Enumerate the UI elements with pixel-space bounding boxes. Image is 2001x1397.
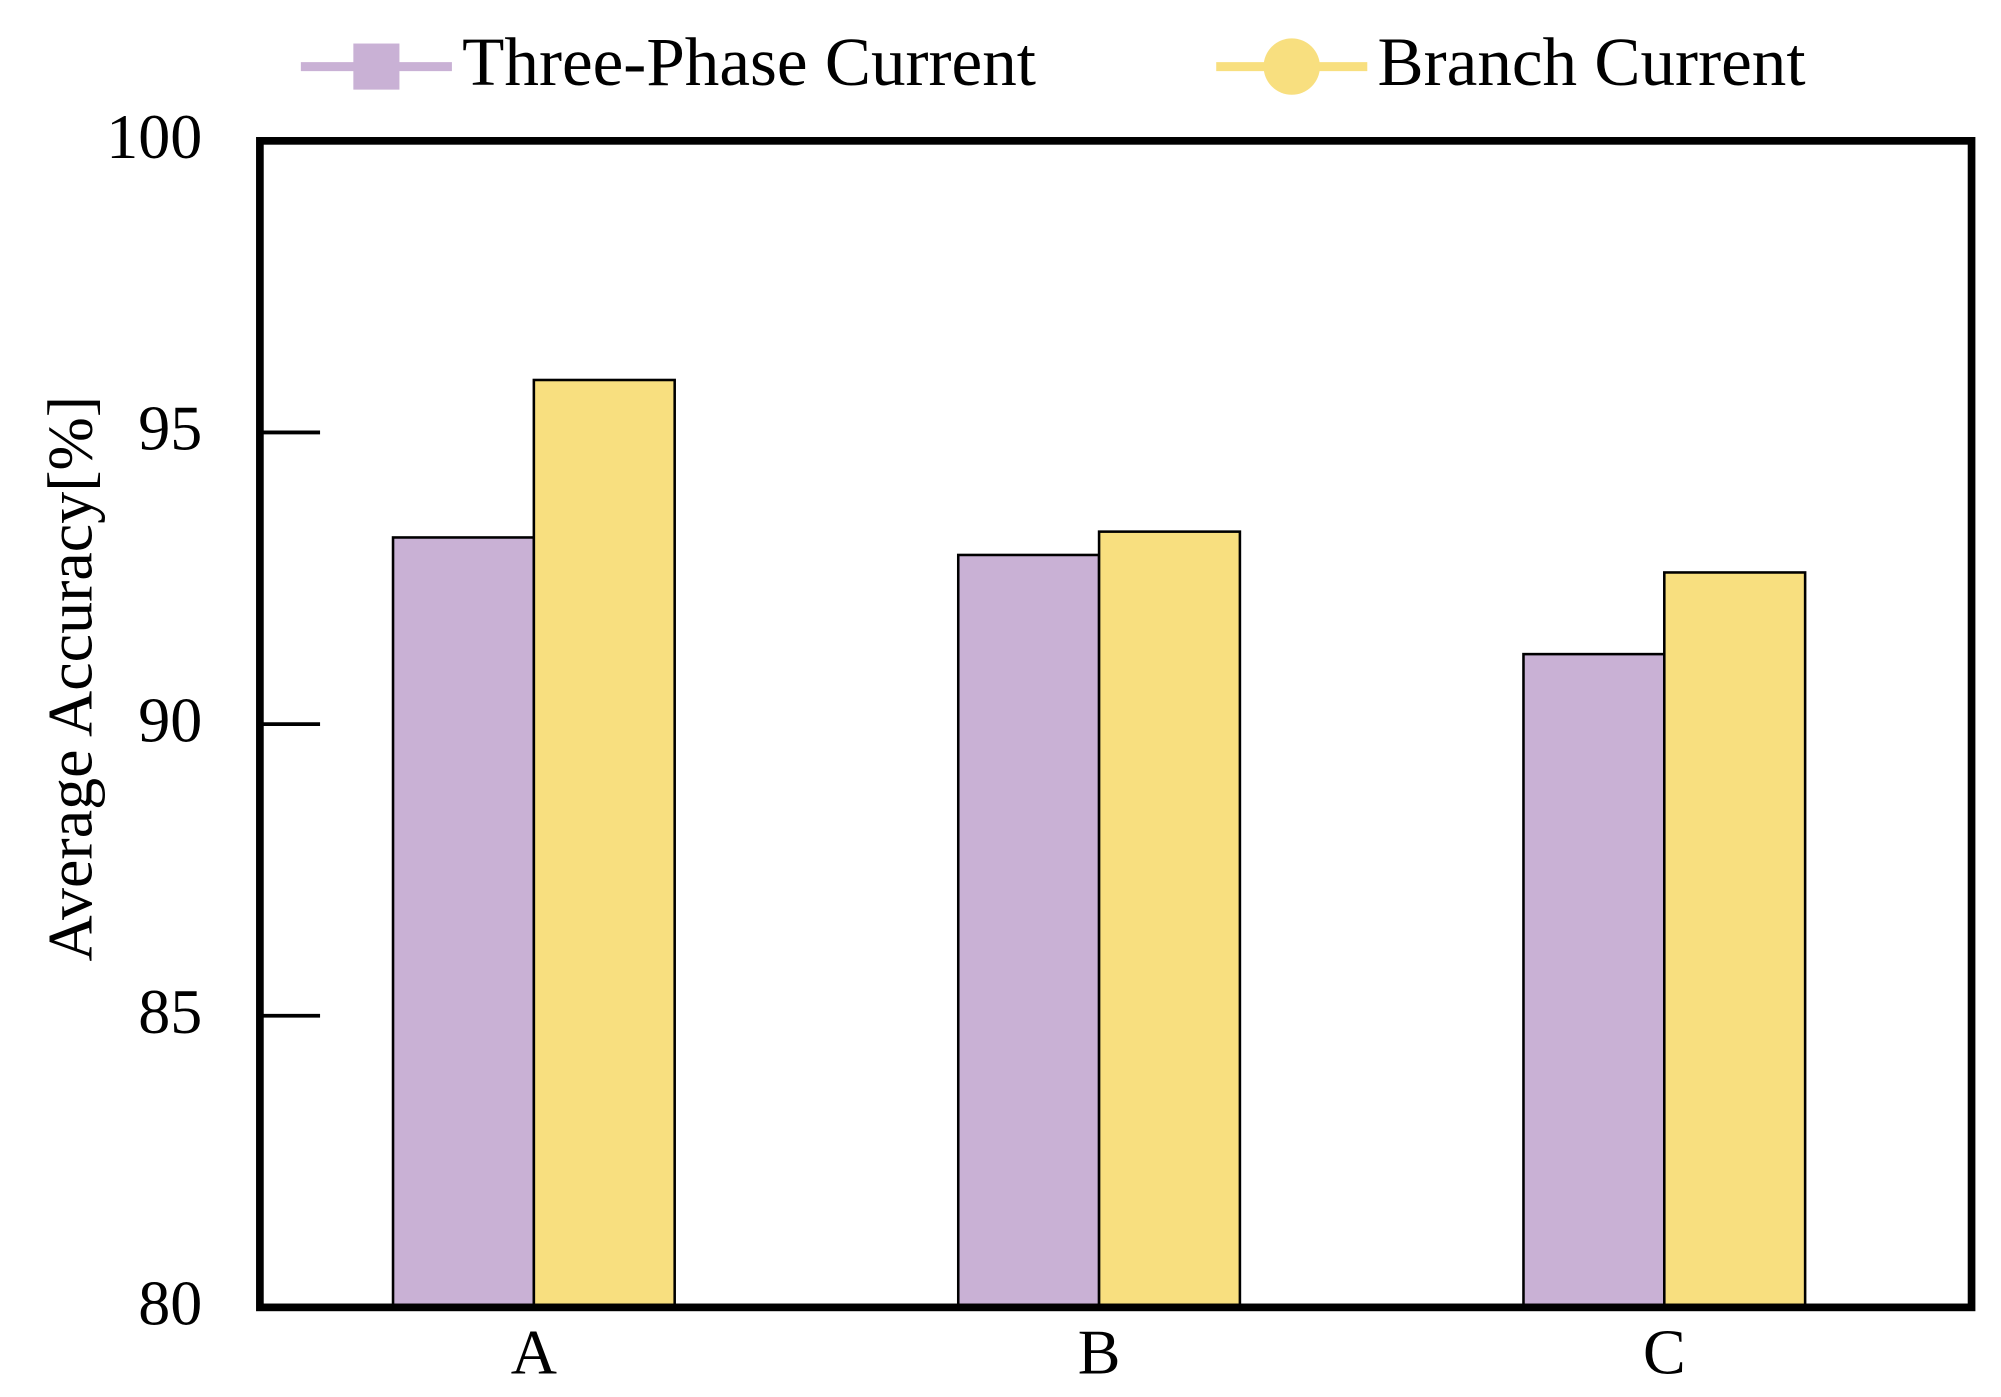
y-tick-label: 90 <box>138 684 202 755</box>
bar <box>532 378 676 1309</box>
x-tick-label: C <box>1643 1316 1686 1387</box>
legend-marker <box>1263 38 1320 95</box>
legend-marker <box>353 43 400 90</box>
y-tick-label: 80 <box>138 1268 202 1339</box>
y-axis-label: Average Accuracy[%] <box>35 396 106 962</box>
bar <box>956 553 1101 1309</box>
bar <box>1522 652 1666 1309</box>
bar <box>1097 530 1242 1309</box>
x-tick-label: B <box>1078 1316 1121 1387</box>
plot-frame <box>256 137 1976 1312</box>
y-tick-label: 100 <box>106 101 202 172</box>
y-tick-label: 85 <box>138 976 202 1047</box>
bar <box>1663 571 1807 1309</box>
bar <box>391 536 536 1309</box>
legend-label: Three-Phase Current <box>462 23 1036 100</box>
x-tick-label: A <box>511 1316 557 1387</box>
y-tick-label: 95 <box>138 393 202 464</box>
legend-label: Branch Current <box>1378 23 1806 100</box>
